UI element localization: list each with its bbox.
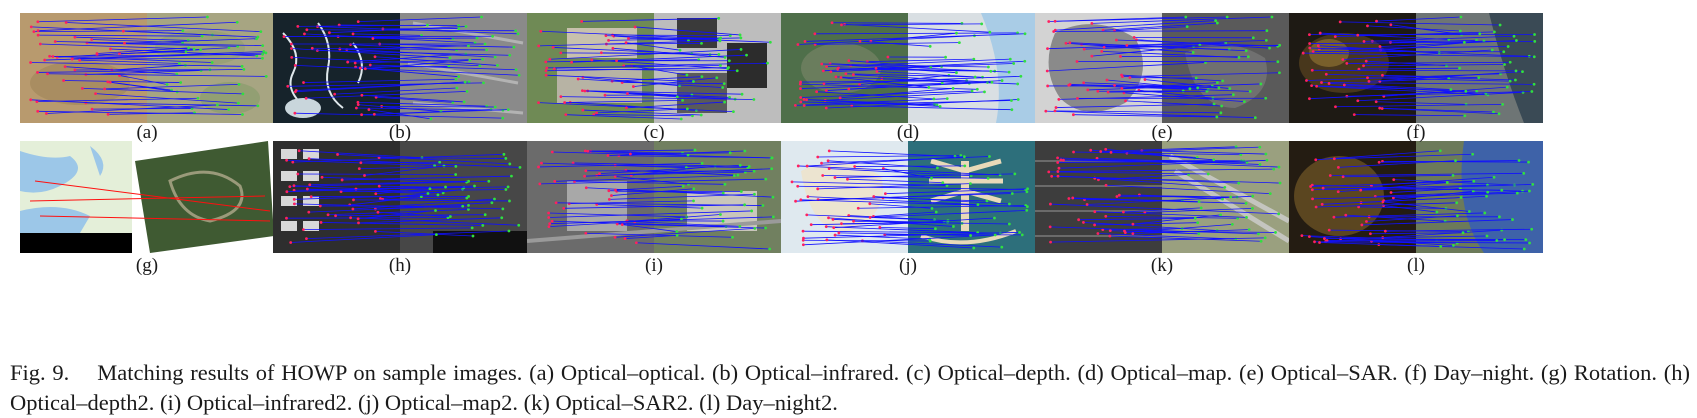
panel-c-image [527,13,781,123]
panel-label-d: (d) [868,123,948,143]
panel-e-image [1035,13,1289,123]
panel-label-h: (h) [360,256,440,276]
panel-h-image [273,141,527,253]
panel-k-image [1035,141,1289,253]
panel-f-image [1289,13,1543,123]
panel-label-l: (l) [1376,256,1456,276]
panel-label-a: (a) [107,123,187,143]
panel-j-image [781,141,1035,253]
panel-i-image [527,141,781,253]
panel-label-e: (e) [1122,123,1202,143]
panel-l-image [1289,141,1543,253]
panel-label-c: (c) [614,123,694,143]
panel-b-image [273,13,527,123]
panel-g-image [20,141,274,253]
caption-text: Matching results of HOWP on sample image… [10,360,1690,415]
figure-number: Fig. 9. [10,360,69,385]
panel-label-j: (j) [868,256,948,276]
panel-a-image [20,13,274,123]
panel-label-f: (f) [1376,123,1456,143]
panel-label-b: (b) [360,123,440,143]
panel-d-image [781,13,1035,123]
figure-caption: Fig. 9.Matching results of HOWP on sampl… [10,358,1690,418]
panel-label-k: (k) [1122,256,1202,276]
panel-label-g: (g) [107,256,187,276]
panel-label-i: (i) [614,256,694,276]
